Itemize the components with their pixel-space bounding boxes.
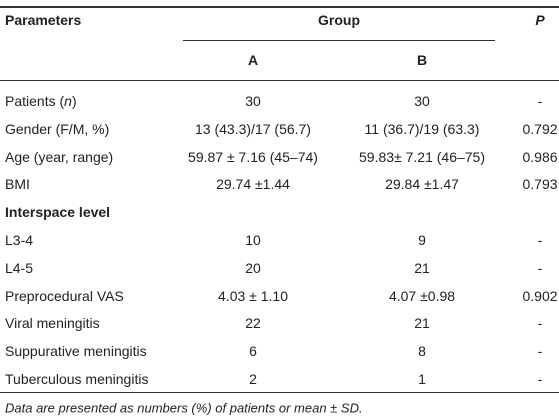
cell: 0.986	[522, 148, 558, 165]
label-part: Patients (	[5, 93, 65, 109]
section-label: Interspace level	[5, 204, 111, 221]
header-parameters: Parameters	[5, 12, 82, 28]
row-label: Viral meningitis	[5, 315, 100, 332]
cell: 10	[245, 232, 261, 248]
top-rule	[0, 6, 559, 8]
cell: 59.83± 7.21 (46–75)	[359, 148, 485, 165]
bottom-rule	[0, 392, 559, 393]
header-a: A	[247, 52, 259, 68]
cell: 4.03 ± 1.10	[218, 287, 288, 304]
header-group: Group	[318, 12, 360, 28]
cell: 59.87 ± 7.16 (45–74)	[188, 148, 318, 165]
row-label: Patients (n)	[5, 94, 77, 108]
cell: 6	[249, 343, 257, 360]
cell: -	[537, 93, 543, 109]
cell: 9	[418, 232, 426, 248]
cell: -	[537, 371, 543, 387]
row-label: Gender (F/M, %)	[5, 120, 110, 137]
label-part: )	[71, 93, 77, 109]
row-label: L4-5	[5, 259, 34, 276]
row-label: L3-4	[5, 232, 34, 248]
row-label: Preprocedural VAS	[5, 287, 124, 304]
cell: 29.84 ±1.47	[385, 176, 459, 193]
cell: 20	[245, 259, 261, 276]
footnote: Data are presented as numbers (%) of pat…	[5, 400, 363, 416]
cell: 8	[418, 343, 426, 360]
cell: 0.792	[522, 120, 558, 137]
cell: 30	[245, 93, 261, 109]
cell: 0.902	[522, 287, 558, 304]
cell: 22	[245, 315, 261, 332]
cell: 29.74 ±1.44	[216, 176, 290, 193]
row-label: Suppurative meningitis	[5, 343, 147, 360]
cell: 0.793	[522, 176, 558, 193]
cell: 11 (36.7)/19 (63.3)	[364, 120, 480, 137]
cell: 2	[249, 371, 257, 387]
cell: 30	[414, 93, 430, 109]
header-rule	[0, 80, 559, 81]
label-part: n	[64, 93, 72, 109]
header-b: B	[416, 52, 428, 68]
header-p: P	[535, 12, 545, 28]
group-rule	[183, 40, 495, 41]
row-label: Age (year, range)	[5, 148, 114, 165]
cell: 1	[418, 371, 426, 387]
cell: 4.07 ±0.98	[388, 287, 456, 304]
cell: -	[537, 232, 543, 248]
cell: -	[537, 259, 543, 276]
cell: -	[537, 343, 543, 360]
cell: 13 (43.3)/17 (56.7)	[195, 120, 311, 137]
cell: 21	[414, 315, 430, 332]
cell: -	[537, 315, 543, 332]
row-label: BMI	[5, 176, 30, 193]
cell: 21	[414, 259, 430, 276]
row-label: Tuberculous meningitis	[5, 371, 149, 387]
